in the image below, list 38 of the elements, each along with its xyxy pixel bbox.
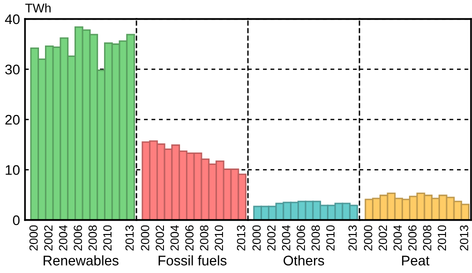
x-tick-label: 2010 (214, 225, 224, 251)
y-tick-label: 20 (5, 114, 20, 125)
x-tick-label: 2010 (103, 225, 112, 251)
x-tick-label: 2002 (156, 225, 164, 251)
x-tick-label: 2000 (140, 225, 150, 251)
y-axis-title: TWh (25, 3, 51, 12)
x-tick-label: 2006 (74, 225, 82, 251)
x-tick-label: 2013 (348, 225, 357, 251)
x-tick-label: 2010 (438, 225, 446, 251)
x-axis-title: Peat (402, 256, 430, 266)
y-tick-label: 40 (5, 14, 20, 24)
x-axis-title: Fossil fuels (158, 255, 226, 266)
x-tick-label: 2013 (460, 225, 468, 251)
y-tick-label: 0 (12, 215, 20, 226)
x-tick-label: 2010 (326, 225, 335, 251)
x-axis-title: Others (284, 255, 324, 266)
x-tick-label: 2004 (58, 225, 68, 251)
x-tick-label: 2000 (29, 225, 38, 251)
x-tick-label: 2004 (170, 225, 179, 251)
x-tick-label: 2002 (267, 225, 276, 251)
x-tick-label: 2000 (252, 225, 261, 251)
x-tick-label: 2004 (282, 225, 290, 251)
x-tick-label: 2002 (378, 225, 388, 251)
y-tick-label: 30 (5, 64, 20, 74)
x-tick-label: 2008 (311, 225, 320, 251)
y-tick-label: 10 (6, 165, 20, 175)
x-tick-label: 2002 (44, 225, 53, 251)
x-tick-label: 2006 (296, 225, 306, 251)
x-tick-label: 2008 (422, 225, 432, 251)
x-tick-label: 2000 (364, 225, 372, 251)
x-tick-label: 2008 (88, 225, 97, 251)
x-tick-label: 2004 (393, 225, 402, 251)
x-tick-label: 2008 (200, 225, 208, 251)
x-axis-title: Renewables (44, 255, 118, 266)
x-tick-label: 2006 (185, 225, 194, 251)
x-tick-label: 2006 (408, 225, 417, 251)
x-tick-label: 2013 (125, 225, 134, 251)
x-tick-label: 2013 (236, 225, 246, 251)
